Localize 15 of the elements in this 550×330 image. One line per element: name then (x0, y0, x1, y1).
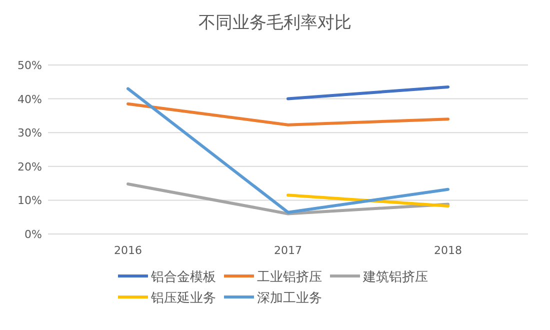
legend-label: 铝合金模板 (150, 270, 216, 285)
y-tick-label: 20% (18, 160, 42, 174)
y-tick-label: 50% (18, 59, 42, 72)
x-tick-label: 2018 (434, 244, 462, 257)
y-tick-label: 40% (18, 92, 42, 106)
y-tick-label: 30% (18, 126, 42, 140)
x-tick-label: 2016 (114, 244, 142, 257)
legend-label: 铝压延业务 (150, 291, 216, 306)
x-tick-label: 2017 (274, 244, 302, 257)
legend-label: 工业铝挤压 (257, 270, 322, 285)
y-tick-label: 0% (24, 228, 42, 241)
chart-title: 不同业务毛利率对比 (198, 13, 352, 33)
legend-label: 建筑铝挤压 (362, 270, 428, 285)
y-tick-label: 10% (18, 194, 42, 208)
legend-label: 深加工业务 (257, 291, 322, 306)
